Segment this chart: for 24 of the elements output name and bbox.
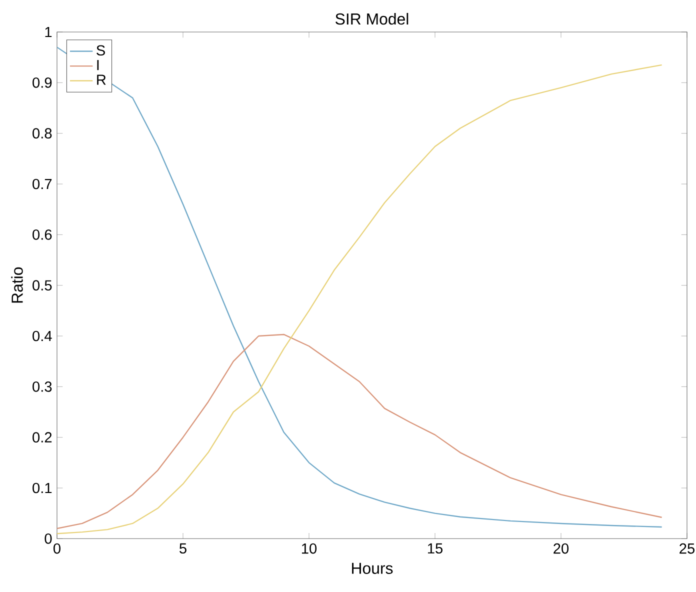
y-tick-label: 0.8 <box>32 128 52 139</box>
y-tick-label: 0.1 <box>32 482 52 494</box>
chart-title: SIR Model <box>336 12 408 25</box>
y-tick-label: 0.4 <box>32 330 52 342</box>
y-tick-label: 0.3 <box>32 382 52 392</box>
y-tick-label: 0.6 <box>32 230 52 240</box>
y-tick-label: 0.9 <box>32 78 52 88</box>
y-tick-label: 1 <box>45 26 52 38</box>
x-tick-label: 5 <box>180 543 186 554</box>
y-tick-label: 0.5 <box>32 280 52 291</box>
y-tick-label: 0.7 <box>32 178 52 190</box>
x-tick-label: 0 <box>54 543 60 554</box>
legend-label: R <box>97 74 106 85</box>
line-series <box>57 334 662 530</box>
x-tick-label: 10 <box>302 543 317 554</box>
x-tick-label: 20 <box>554 543 569 554</box>
x-tick-label: 25 <box>680 543 695 554</box>
y-axis-title: Ratio <box>11 267 23 303</box>
x-tick-label: 15 <box>428 543 442 554</box>
legend-label: I <box>97 60 99 70</box>
y-tick-label: 0 <box>44 534 52 544</box>
y-tick-label: 0.2 <box>32 432 52 443</box>
x-axis-title: Hours <box>352 562 393 574</box>
legend-label: S <box>96 45 105 56</box>
